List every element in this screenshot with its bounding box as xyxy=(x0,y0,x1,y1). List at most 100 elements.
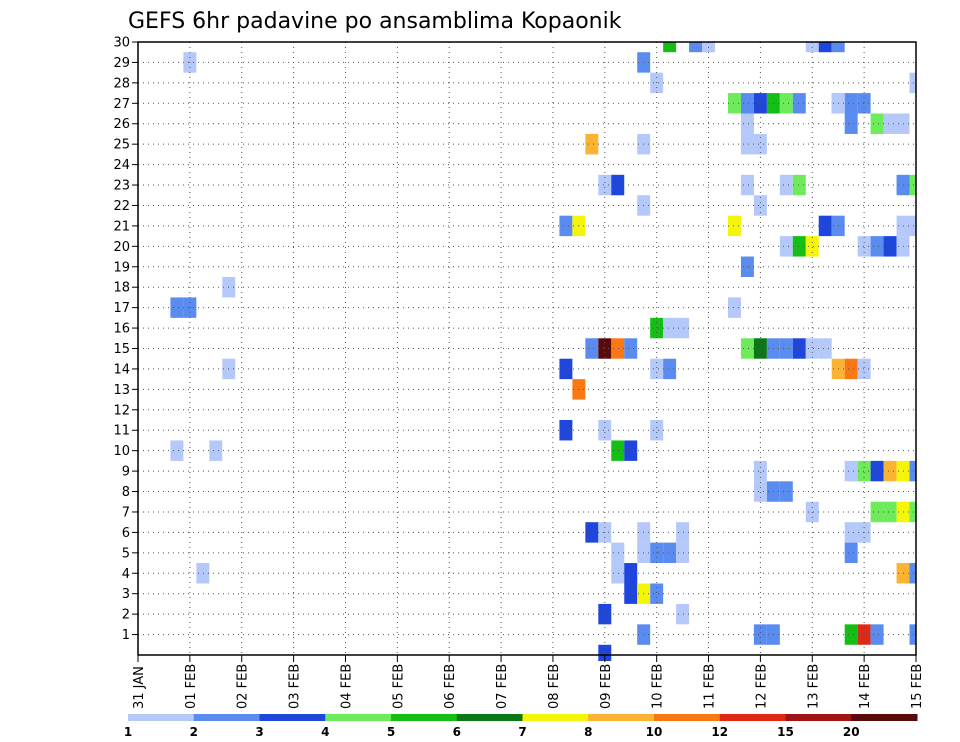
legend-label: 2 xyxy=(190,725,198,739)
heat-cell xyxy=(676,522,690,543)
legend-label: 1 xyxy=(124,725,132,739)
heat-cell xyxy=(209,440,223,461)
heat-cell xyxy=(598,174,612,196)
heat-cell xyxy=(792,236,806,257)
heat-cell xyxy=(585,338,599,359)
y-tick-label: 17 xyxy=(113,301,130,316)
y-tick-label: 30 xyxy=(113,36,130,51)
heat-cell xyxy=(676,317,690,339)
heat-cell xyxy=(857,460,871,482)
legend-label: 10 xyxy=(646,725,663,739)
y-tick-label: 22 xyxy=(113,199,130,214)
heat-cell xyxy=(870,113,884,134)
x-tick-label: 01 FEB xyxy=(184,664,199,709)
y-tick-label: 19 xyxy=(113,260,130,275)
heat-cell xyxy=(753,93,767,114)
x-tick-label: 31 JAN xyxy=(132,666,147,709)
heat-cell xyxy=(196,563,210,584)
heat-cell xyxy=(753,338,767,359)
y-tick-label: 2 xyxy=(122,608,130,623)
heat-cell xyxy=(559,358,573,380)
y-tick-label: 4 xyxy=(122,567,130,582)
heat-cell xyxy=(857,93,871,114)
y-tick-label: 18 xyxy=(113,281,130,296)
heat-cell xyxy=(779,93,793,114)
heat-cell xyxy=(818,338,832,359)
legend-label: 12 xyxy=(711,725,728,739)
heat-cell xyxy=(689,42,703,53)
legend-label: 4 xyxy=(321,725,329,739)
heat-cell xyxy=(170,440,184,461)
heat-cell xyxy=(611,542,625,564)
heat-cell xyxy=(598,603,612,625)
heat-cell xyxy=(870,501,884,523)
y-tick-label: 16 xyxy=(113,322,130,337)
y-tick-label: 14 xyxy=(113,362,130,377)
heat-cell xyxy=(909,501,916,523)
heat-cell xyxy=(883,460,897,482)
x-tick-label: 12 FEB xyxy=(754,664,769,709)
heat-cell xyxy=(857,236,871,257)
legend: 1 2 3 4 5 6 7 8 10 12 15 20 xyxy=(124,714,918,739)
heat-cell xyxy=(753,195,767,216)
legend-swatch xyxy=(259,714,326,721)
y-tick-label: 11 xyxy=(113,424,130,439)
heat-cell xyxy=(909,174,916,196)
grid-layer xyxy=(138,42,916,655)
heat-cell xyxy=(650,317,664,339)
y-tick-label: 1 xyxy=(122,628,130,643)
heat-cell xyxy=(805,501,819,523)
legend-swatch xyxy=(785,714,852,721)
legend-label: 20 xyxy=(843,725,860,739)
legend-swatch xyxy=(325,714,392,721)
x-tick-label: 03 FEB xyxy=(288,664,303,709)
heat-cell xyxy=(740,133,754,155)
heat-cell xyxy=(598,338,612,359)
heat-cell xyxy=(883,236,897,257)
heat-cell xyxy=(805,236,819,257)
heat-cell xyxy=(624,583,638,604)
x-tick-label: 10 FEB xyxy=(651,664,666,709)
y-tick-label: 6 xyxy=(122,526,130,541)
legend-swatch xyxy=(851,714,918,721)
heat-cell xyxy=(650,420,664,441)
heat-cell xyxy=(818,215,832,237)
x-tick-label: 04 FEB xyxy=(339,664,354,709)
heat-cell xyxy=(559,420,573,441)
legend-swatch xyxy=(522,714,589,721)
heat-cell xyxy=(753,460,767,482)
y-tick-label: 27 xyxy=(113,97,130,112)
heat-cell xyxy=(857,624,871,645)
y-tick-label: 21 xyxy=(113,219,130,234)
heat-cell xyxy=(624,338,638,359)
legend-label: 3 xyxy=(255,725,263,739)
heat-cell xyxy=(844,358,858,380)
heat-cell xyxy=(844,460,858,482)
heat-cell xyxy=(585,522,599,543)
heat-cell xyxy=(857,358,871,380)
heat-cell xyxy=(611,440,625,461)
heat-cell xyxy=(779,338,793,359)
heat-cell xyxy=(844,542,858,564)
legend-swatch xyxy=(128,714,195,721)
heat-cell xyxy=(909,72,916,94)
y-tick-label: 9 xyxy=(122,465,130,480)
y-tick-label: 24 xyxy=(113,158,130,173)
heat-cell xyxy=(779,481,793,502)
y-tick-label: 23 xyxy=(113,179,130,194)
y-tick-label: 7 xyxy=(122,505,130,520)
legend-swatch xyxy=(456,714,523,721)
heat-cell xyxy=(870,624,884,645)
y-tick-label: 20 xyxy=(113,240,130,255)
heat-cell xyxy=(753,133,767,155)
heat-cell xyxy=(792,174,806,196)
heat-cell xyxy=(909,563,916,584)
cells-layer xyxy=(170,42,916,661)
x-tick-label: 13 FEB xyxy=(806,664,821,709)
heat-cell xyxy=(792,93,806,114)
heat-cell xyxy=(844,93,858,114)
heat-cell xyxy=(650,358,664,380)
heat-cell xyxy=(870,236,884,257)
y-tick-label: 3 xyxy=(122,587,130,602)
heat-cell xyxy=(740,93,754,114)
